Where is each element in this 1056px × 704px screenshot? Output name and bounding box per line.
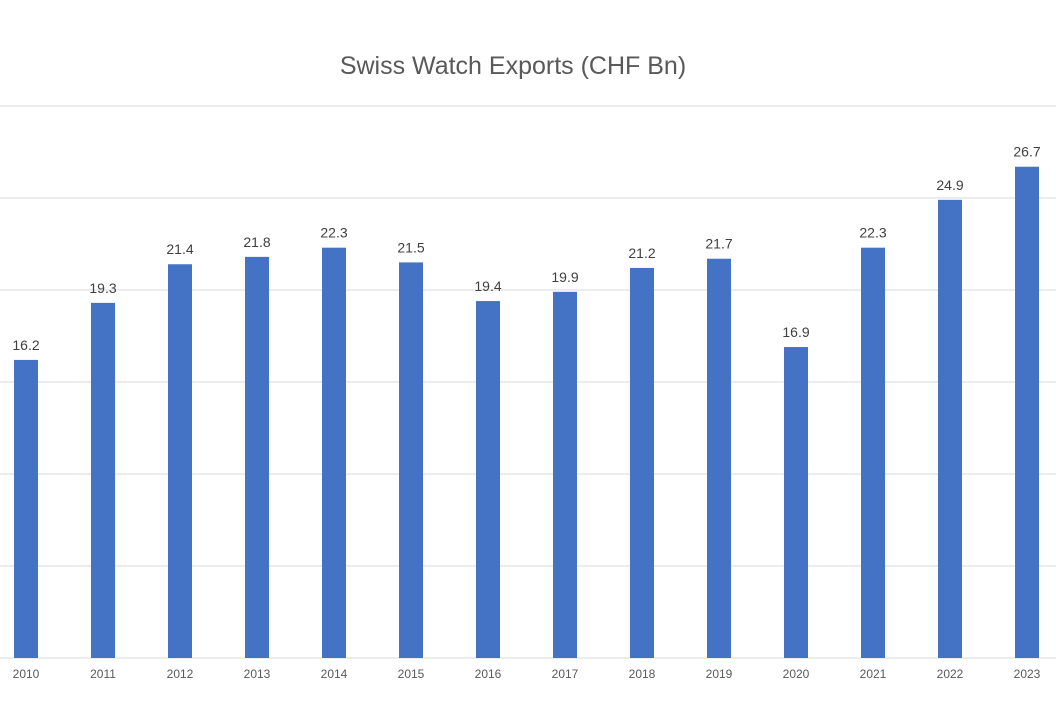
bar-2011 xyxy=(91,302,115,658)
x-tick-2018: 2018 xyxy=(629,667,656,681)
bar-2020 xyxy=(784,347,808,658)
data-label-2013: 21.8 xyxy=(243,234,270,250)
x-tick-2015: 2015 xyxy=(398,667,425,681)
data-label-2019: 21.7 xyxy=(705,236,732,252)
data-label-2018: 21.2 xyxy=(628,245,655,261)
x-tick-2017: 2017 xyxy=(552,667,579,681)
data-label-2023: 26.7 xyxy=(1013,144,1040,160)
x-tick-2011: 2011 xyxy=(90,667,116,681)
bar-2012 xyxy=(168,264,192,658)
data-label-2010: 16.2 xyxy=(12,337,39,353)
bar-2014 xyxy=(322,247,346,658)
data-label-2011: 19.3 xyxy=(89,280,116,296)
bar-2015 xyxy=(399,262,423,658)
bar-2010 xyxy=(14,359,38,658)
chart-title: Swiss Watch Exports (CHF Bn) xyxy=(339,52,687,80)
bar-2013 xyxy=(245,256,269,658)
x-tick-2014: 2014 xyxy=(321,667,348,681)
x-tick-2021: 2021 xyxy=(860,667,887,681)
data-label-2012: 21.4 xyxy=(166,241,193,257)
data-label-2015: 21.5 xyxy=(397,239,424,255)
bar-2017 xyxy=(553,291,577,658)
bar-2018 xyxy=(630,267,654,658)
x-tick-2020: 2020 xyxy=(783,667,810,681)
x-tick-2019: 2019 xyxy=(706,667,733,681)
bar-2016 xyxy=(476,301,500,658)
x-tick-2023: 2023 xyxy=(1014,667,1041,681)
data-label-2016: 19.4 xyxy=(474,278,501,294)
data-label-2022: 24.9 xyxy=(936,177,963,193)
bar-series xyxy=(14,166,1039,658)
bar-2023 xyxy=(1015,166,1039,658)
x-axis-ticks: 2010 2011 2012 2013 2014 2015 2016 2017 2018 2019… xyxy=(13,667,1041,681)
x-tick-2012: 2012 xyxy=(167,667,194,681)
data-labels: 16.2 19.3 21.4 21.8 22.3 21.5 19.4 19.9 21.2 21.7… xyxy=(12,144,1040,353)
x-tick-2016: 2016 xyxy=(475,667,502,681)
x-tick-2013: 2013 xyxy=(244,667,271,681)
bar-2019 xyxy=(707,258,731,658)
data-label-2017: 19.9 xyxy=(551,269,578,285)
bar-2021 xyxy=(861,247,885,658)
data-label-2020: 16.9 xyxy=(782,324,809,340)
gridlines xyxy=(0,105,1056,659)
x-tick-2010: 2010 xyxy=(13,667,40,681)
x-tick-2022: 2022 xyxy=(937,667,964,681)
data-label-2014: 22.3 xyxy=(320,225,347,241)
data-label-2021: 22.3 xyxy=(859,225,886,241)
bar-2022 xyxy=(938,199,962,658)
